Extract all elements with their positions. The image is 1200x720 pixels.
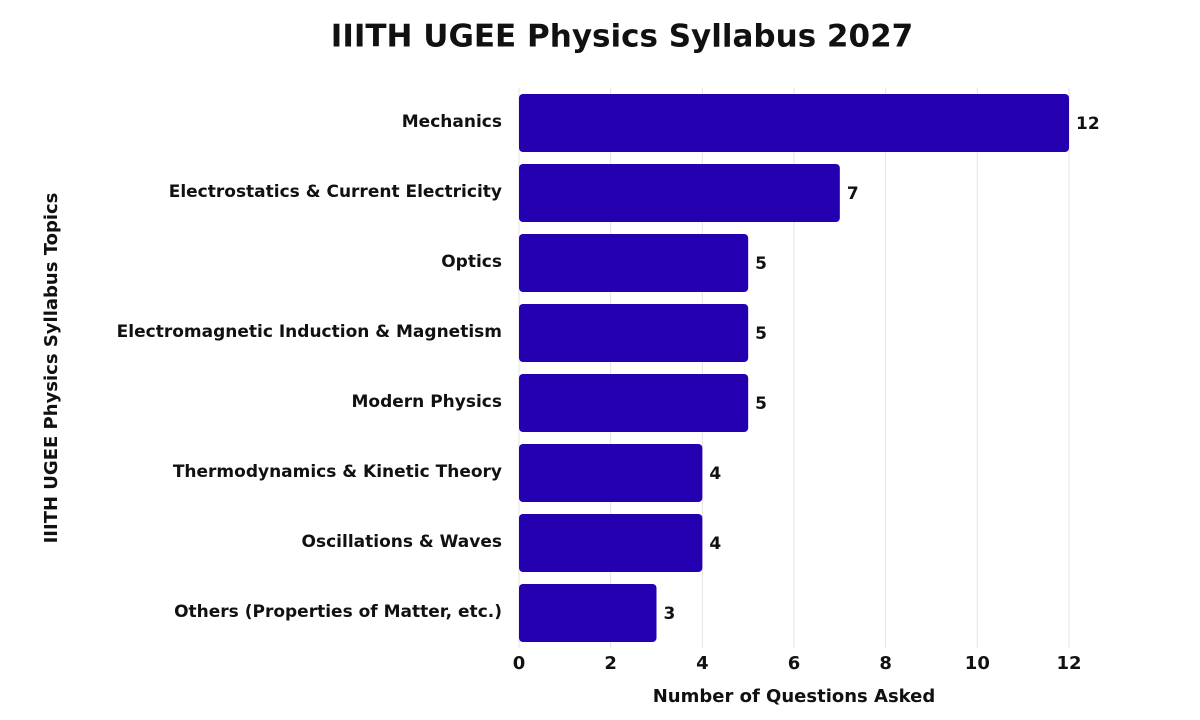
- y-tick-label: Oscillations & Waves: [302, 532, 502, 552]
- bar: [519, 304, 749, 362]
- value-label: 5: [755, 394, 767, 414]
- x-tick-label: 0: [513, 653, 526, 674]
- x-axis-label: Number of Questions Asked: [653, 686, 936, 707]
- bar: [519, 164, 840, 222]
- y-tick-label: Modern Physics: [352, 392, 503, 412]
- value-label: 3: [664, 604, 676, 624]
- bar: [519, 234, 749, 292]
- bar: [519, 584, 657, 642]
- bar: [519, 94, 1069, 152]
- y-tick-label: Mechanics: [402, 112, 502, 132]
- x-tick-label: 8: [879, 653, 892, 674]
- value-label: 5: [755, 254, 767, 274]
- y-tick-label: Thermodynamics & Kinetic Theory: [173, 462, 502, 482]
- y-tick-label: Optics: [441, 252, 502, 272]
- y-tick-label: Others (Properties of Matter, etc.): [174, 602, 502, 622]
- bar: [519, 514, 703, 572]
- y-tick-label: Electromagnetic Induction & Magnetism: [117, 322, 502, 342]
- x-tick-label: 6: [788, 653, 801, 674]
- y-axis-label: IIITH UGEE Physics Syllabus Topics: [41, 193, 62, 544]
- x-tick-label: 2: [604, 653, 617, 674]
- x-tick-label: 4: [696, 653, 709, 674]
- value-label: 5: [755, 324, 767, 344]
- bar: [519, 374, 749, 432]
- value-label: 4: [709, 534, 721, 554]
- chart-title: IIITH UGEE Physics Syllabus 2027: [331, 19, 913, 55]
- value-label: 12: [1076, 114, 1100, 134]
- x-tick-label: 12: [1056, 653, 1081, 674]
- bar: [519, 444, 703, 502]
- y-tick-label: Electrostatics & Current Electricity: [169, 182, 502, 202]
- value-label: 4: [709, 464, 721, 484]
- x-tick-label: 10: [965, 653, 990, 674]
- value-label: 7: [847, 184, 859, 204]
